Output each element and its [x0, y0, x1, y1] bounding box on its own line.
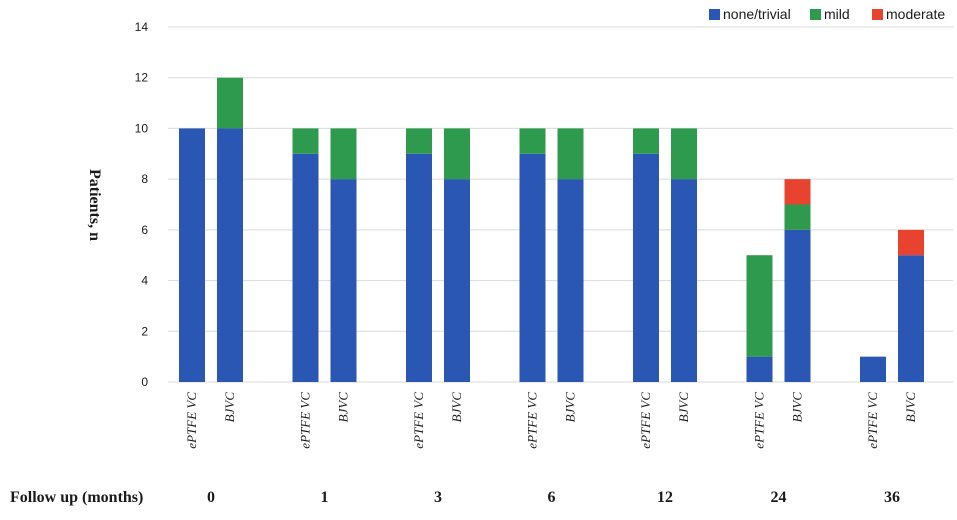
- legend-swatch-none-trivial: [709, 9, 720, 20]
- bar-none-trivial-3: [330, 179, 357, 382]
- y-tick-label: 0: [141, 375, 148, 389]
- category-label: ePTFE VC: [411, 392, 426, 449]
- x-axis-title: Follow up (months): [10, 489, 143, 506]
- bar-mild-10: [746, 255, 773, 357]
- legend-label: none/trivial: [723, 6, 791, 22]
- group-label: 0: [207, 489, 215, 506]
- bar-mild-11: [784, 204, 811, 230]
- bar-none-trivial-11: [784, 229, 811, 382]
- bar-mild-7: [557, 128, 584, 180]
- legend-label: moderate: [886, 6, 945, 22]
- bar-none-trivial-9: [671, 179, 697, 382]
- legend: none/trivial mild moderate: [709, 6, 945, 22]
- group-label: 12: [657, 489, 673, 506]
- bar-moderate-11: [784, 179, 811, 205]
- y-tick-label: 4: [141, 274, 148, 288]
- legend-label: mild: [824, 6, 850, 22]
- category-label: ePTFE VC: [865, 392, 880, 449]
- bar-none-trivial-7: [557, 179, 584, 382]
- bar-mild-3: [330, 128, 357, 180]
- category-label: BJVC: [336, 392, 351, 423]
- y-tick-label: 12: [135, 71, 149, 85]
- y-tick-label: 8: [141, 172, 148, 186]
- bar-none-trivial-1: [217, 128, 243, 382]
- y-tick-label: 10: [135, 121, 149, 135]
- y-axis-title: Patients, n: [86, 169, 103, 241]
- group-label: 36: [884, 489, 900, 506]
- bar-moderate-13: [898, 229, 924, 256]
- category-label: BJVC: [790, 392, 805, 423]
- category-label: BJVC: [449, 392, 464, 423]
- category-label: ePTFE VC: [298, 392, 313, 449]
- category-label: ePTFE VC: [184, 392, 199, 449]
- group-label: 24: [771, 489, 787, 506]
- bar-none-trivial-5: [444, 179, 470, 382]
- legend-swatch-moderate: [872, 9, 883, 20]
- category-label: ePTFE VC: [752, 392, 767, 449]
- bars: [179, 77, 924, 382]
- bar-none-trivial-8: [633, 153, 659, 382]
- bar-mild-6: [519, 128, 546, 154]
- bar-none-trivial-0: [179, 128, 205, 382]
- bar-none-trivial-13: [898, 255, 924, 382]
- group-label: 6: [548, 489, 556, 506]
- bar-mild-5: [444, 128, 470, 180]
- category-label: BJVC: [903, 392, 918, 423]
- bar-none-trivial-4: [406, 153, 432, 382]
- category-label: ePTFE VC: [525, 392, 540, 449]
- y-tick-label: 6: [141, 223, 148, 237]
- group-label: 3: [434, 489, 442, 506]
- bar-none-trivial-12: [860, 356, 886, 382]
- bar-none-trivial-10: [746, 356, 773, 382]
- legend-swatch-mild: [810, 9, 821, 20]
- bar-mild-1: [217, 77, 243, 129]
- y-tick-label: 14: [135, 20, 149, 34]
- bar-none-trivial-2: [292, 153, 319, 382]
- bar-mild-9: [671, 128, 697, 180]
- bar-none-trivial-6: [519, 153, 546, 382]
- bar-mild-4: [406, 128, 432, 154]
- y-tick-label: 2: [141, 324, 148, 338]
- category-label: BJVC: [676, 392, 691, 423]
- category-label: BJVC: [222, 392, 237, 423]
- group-label: 1: [321, 489, 329, 506]
- category-label: ePTFE VC: [638, 392, 653, 449]
- bar-mild-2: [292, 128, 319, 154]
- category-label: BJVC: [563, 392, 578, 423]
- bar-mild-8: [633, 128, 659, 154]
